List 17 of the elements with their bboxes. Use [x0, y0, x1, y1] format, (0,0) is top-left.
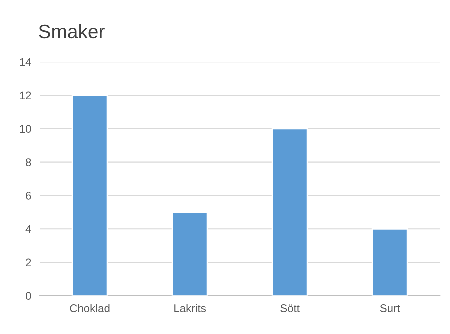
- y-tick-label: 12: [20, 92, 32, 100]
- y-tick-label: 6: [26, 192, 32, 200]
- bar: [372, 228, 408, 296]
- bar: [272, 128, 308, 296]
- y-tick-label: 2: [26, 258, 32, 267]
- y-tick-label: 10: [20, 125, 32, 134]
- x-tick-label: Surt: [380, 304, 400, 312]
- y-tick-label: 0: [26, 292, 32, 300]
- x-tick-label: Lakrits: [174, 304, 206, 312]
- x-tick-label: Choklad: [70, 304, 110, 312]
- chart-title: Smaker: [39, 24, 105, 39]
- y-tick-label: 8: [26, 158, 32, 166]
- x-tick-label: Sött: [280, 304, 300, 312]
- bar: [172, 212, 208, 296]
- bar: [72, 94, 108, 296]
- y-tick-label: 14: [20, 58, 32, 66]
- y-tick-label: 4: [26, 226, 32, 234]
